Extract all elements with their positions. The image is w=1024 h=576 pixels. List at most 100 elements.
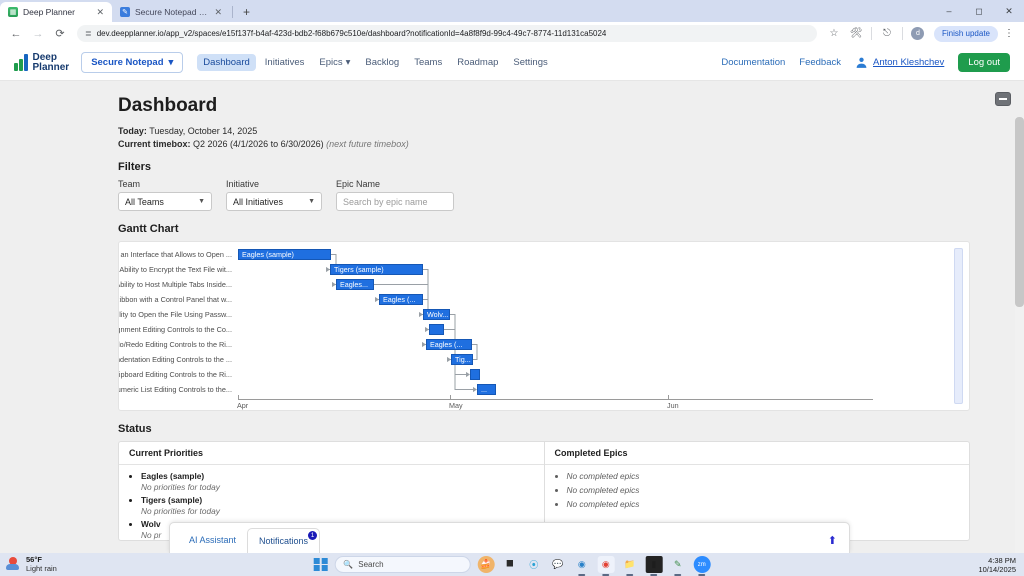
close-icon[interactable]: ✕ xyxy=(214,6,222,17)
gantt-bar[interactable]: Eagles (... xyxy=(426,339,472,350)
search-icon: 🔍 xyxy=(343,560,354,569)
expand-panel-icon[interactable]: ⬆ xyxy=(827,535,837,547)
gantt-chart[interactable]: Create an Interface that Allows to Open … xyxy=(118,241,970,411)
bookmark-star-icon[interactable]: ☆ xyxy=(829,28,839,39)
nav-item-initiatives[interactable]: Initiatives xyxy=(259,54,311,71)
gantt-bar[interactable] xyxy=(429,324,444,335)
space-selector-button[interactable]: Secure Notepad ▾ xyxy=(81,52,184,73)
gantt-row-label: Add a Ribbon with a Control Panel that w… xyxy=(119,295,232,304)
chevron-down-icon: ▼ xyxy=(308,198,315,205)
tab-title: Deep Planner xyxy=(23,7,75,17)
browser-menu-icon[interactable]: ⋮ xyxy=(1004,28,1014,39)
gantt-bar[interactable]: Tigers (sample) xyxy=(330,264,423,275)
clock-time: 4:38 PM xyxy=(988,555,1016,565)
gantt-bar[interactable]: ... xyxy=(477,384,496,395)
nav-item-dashboard[interactable]: Dashboard xyxy=(197,54,256,71)
gantt-bar[interactable] xyxy=(470,369,480,380)
scrollbar-thumb[interactable] xyxy=(1015,117,1024,307)
epic-search-input[interactable]: Search by epic name xyxy=(336,192,454,211)
maximize-icon[interactable]: ◻ xyxy=(975,5,983,16)
split-screen-icon[interactable]: ⎋ xyxy=(883,28,891,39)
nav-label: Initiatives xyxy=(264,57,305,68)
tune-icon[interactable]: ≣ xyxy=(85,29,92,38)
gantt-bar[interactable]: Eagles (... xyxy=(379,294,423,305)
start-icon[interactable] xyxy=(313,557,328,572)
edge-icon[interactable]: ◉ xyxy=(573,556,590,573)
zoom-icon[interactable]: zm xyxy=(693,556,711,573)
filter-team-label: Team xyxy=(118,179,141,189)
gantt-dependency-links xyxy=(326,254,478,393)
extensions-icon[interactable]: 🛠 xyxy=(849,28,863,39)
gantt-axis-line xyxy=(238,399,873,400)
profile-initial: d xyxy=(911,27,925,40)
today-label: Today: xyxy=(118,126,147,136)
chevron-down-icon: ▾ xyxy=(168,57,174,68)
back-icon[interactable]: ← xyxy=(10,27,22,40)
gantt-bar[interactable]: Eagles (sample) xyxy=(238,249,331,260)
copilot-swirl-icon[interactable]: ⦿ xyxy=(529,560,539,570)
notepad-icon: ✎ xyxy=(120,7,130,17)
timebox-row: Current timebox: Q2 2026 (4/1/2026 to 6/… xyxy=(118,139,970,149)
finish-update-button[interactable]: Finish update xyxy=(933,25,998,42)
gantt-bar[interactable]: Wolv... xyxy=(423,309,450,320)
chart-icon: ▦ xyxy=(8,7,18,17)
list-item: No completed epics xyxy=(567,471,960,481)
status-column-completed-epics: Completed Epics No completed epics No co… xyxy=(543,442,970,540)
initiative-select[interactable]: All Initiatives ▼ xyxy=(226,192,322,211)
close-icon[interactable]: ✕ xyxy=(96,6,104,17)
terminal-icon[interactable]: ▮ xyxy=(645,556,663,573)
reload-icon[interactable]: ⟳ xyxy=(55,28,65,40)
team-select[interactable]: All Teams ▼ xyxy=(118,192,212,211)
list-item-sub: No pr xyxy=(141,530,162,540)
filter-epic-label: Epic Name xyxy=(336,179,381,189)
avatar[interactable]: d xyxy=(908,24,928,44)
close-window-icon[interactable]: ✕ xyxy=(1005,5,1013,16)
column-body: No completed epics No completed epics No… xyxy=(545,465,970,509)
chrome-icon[interactable]: ◉ xyxy=(597,556,615,573)
editor-icon[interactable]: ✎ xyxy=(669,556,686,573)
browser-tab-secure-notepad[interactable]: ✎ Secure Notepad - All work - Jir ✕ xyxy=(112,2,230,22)
tab-ai-assistant[interactable]: AI Assistant xyxy=(178,528,247,553)
taskbar-clock[interactable]: 4:38 PM 10/14/2025 xyxy=(978,556,1024,574)
scrollbar-thumb[interactable] xyxy=(954,248,963,404)
main-nav: Dashboard Initiatives Epics ▾ Backlog Tea… xyxy=(197,54,553,71)
documentation-link[interactable]: Documentation xyxy=(721,57,786,68)
nav-item-settings[interactable]: Settings xyxy=(507,54,553,71)
gantt-axis-tick-label: Jun xyxy=(667,401,679,410)
forward-icon[interactable]: → xyxy=(32,27,44,40)
taskbar-weather-widget[interactable]: 56°F Light rain xyxy=(0,555,57,573)
nav-item-epics[interactable]: Epics ▾ xyxy=(313,54,356,71)
copilot-icon[interactable]: 🍰 xyxy=(477,556,495,573)
gantt-vertical-scrollbar[interactable] xyxy=(954,248,963,404)
nav-label: Epics xyxy=(319,57,343,68)
timebox-value: Q2 2026 (4/1/2026 to 6/30/2026) xyxy=(193,139,324,149)
weather-text: 56°F Light rain xyxy=(26,555,57,573)
new-tab-button[interactable]: + xyxy=(243,5,251,19)
gantt-row-label: Add Ability to Encrypt the Text File wit… xyxy=(119,265,232,274)
toolbar-divider xyxy=(901,27,903,40)
folder-icon[interactable]: 📁 xyxy=(621,556,638,573)
filters-heading: Filters xyxy=(118,161,152,173)
page-scrollbar[interactable] xyxy=(1015,117,1024,553)
tab-title: Secure Notepad - All work - Jir xyxy=(135,7,207,17)
browser-tab-deep-planner[interactable]: ▦ Deep Planner ✕ xyxy=(0,2,112,22)
file-explorer-icon[interactable]: ⯀ xyxy=(506,559,514,569)
content-inner: Dashboard Today: Tuesday, October 14, 20… xyxy=(0,95,1024,541)
logout-button[interactable]: Log out xyxy=(958,53,1010,72)
feedback-link[interactable]: Feedback xyxy=(799,57,841,68)
minimize-icon[interactable]: – xyxy=(946,6,952,16)
nav-item-roadmap[interactable]: Roadmap xyxy=(451,54,504,71)
gantt-bar[interactable]: Eagles... xyxy=(336,279,374,290)
nav-item-backlog[interactable]: Backlog xyxy=(359,54,405,71)
teams-icon[interactable]: 💬 xyxy=(552,559,564,569)
nav-item-teams[interactable]: Teams xyxy=(408,54,448,71)
collapse-handle-icon[interactable] xyxy=(995,92,1011,106)
user-menu[interactable]: Anton Kleshchev xyxy=(855,56,944,69)
tab-notifications[interactable]: Notifications 1 xyxy=(247,528,321,553)
gantt-canvas: Create an Interface that Allows to Open … xyxy=(119,242,969,410)
address-bar[interactable]: ≣ dev.deepplanner.io/app_v2/spaces/e15f1… xyxy=(77,25,817,42)
search-input[interactable]: 🔍 Search xyxy=(334,556,471,573)
list-item-sub: No priorities for today xyxy=(141,506,220,516)
gantt-bar[interactable]: Tig... xyxy=(451,354,473,365)
